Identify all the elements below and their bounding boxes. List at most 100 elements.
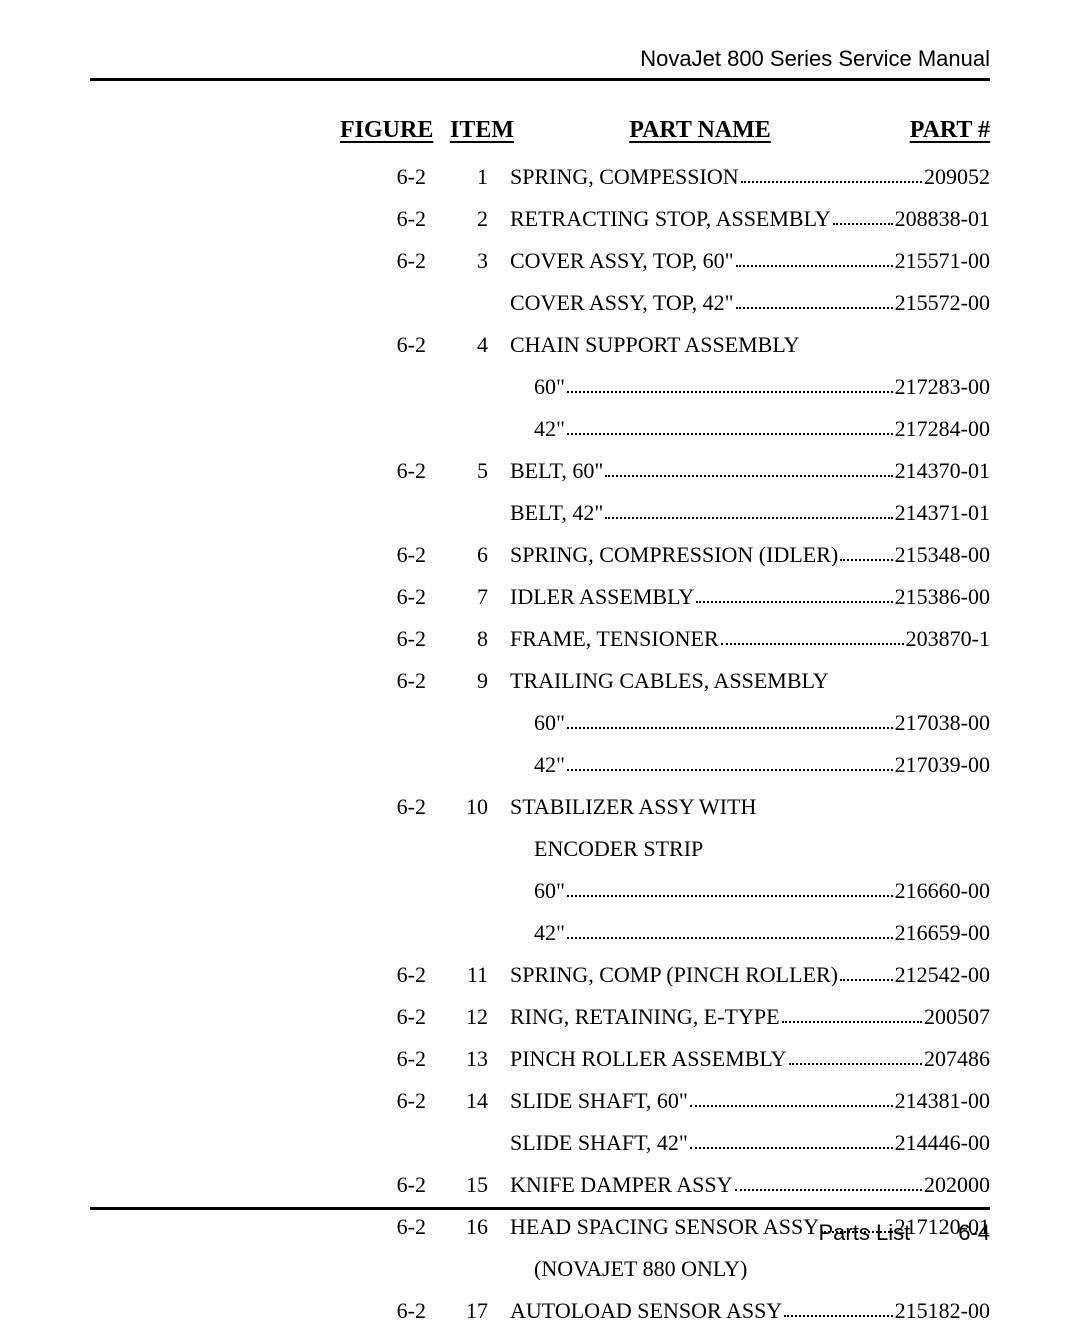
cell-part-number: 217039-00 [895, 754, 990, 776]
cell-namewrap: 42" [510, 754, 895, 776]
cell-figure: 6-2 [340, 796, 450, 818]
part-name: AUTOLOAD SENSOR ASSY [510, 1300, 782, 1322]
table-row: 42" 217039-00 [340, 754, 990, 780]
leader-dots [690, 1147, 893, 1149]
part-name: COVER ASSY, TOP, 42" [510, 292, 734, 314]
cell-namewrap: PINCH ROLLER ASSEMBLY [510, 1048, 924, 1070]
cell-item: 9 [450, 670, 510, 692]
leader-dots [784, 1315, 892, 1317]
cell-part-number: 217284-00 [895, 418, 990, 440]
cell-namewrap: 42" [510, 922, 895, 944]
leader-dots [789, 1063, 922, 1065]
table-row: ENCODER STRIP [340, 838, 990, 864]
col-header-figure: FIGURE [340, 117, 450, 144]
cell-part-number: 214446-00 [895, 1132, 990, 1154]
cell-namewrap: AUTOLOAD SENSOR ASSY [510, 1300, 895, 1322]
cell-part-number: 217038-00 [895, 712, 990, 734]
footer-page-number: 6-4 [958, 1220, 990, 1246]
cell-namewrap: BELT, 42" [510, 502, 895, 524]
part-name: RETRACTING STOP, ASSEMBLY [510, 208, 831, 230]
cell-namewrap: ENCODER STRIP [510, 838, 990, 860]
cell-namewrap: STABILIZER ASSY WITH [510, 796, 990, 818]
cell-item: 12 [450, 1006, 510, 1028]
table-row: 60"217283-00 [340, 376, 990, 402]
col-header-item: ITEM [450, 117, 530, 144]
table-row: 6-24CHAIN SUPPORT ASSEMBLY [340, 334, 990, 360]
cell-part-number: 215571-00 [895, 250, 990, 272]
cell-item: 1 [450, 166, 510, 188]
leader-dots [736, 307, 893, 309]
page-footer: Parts List 6-4 [90, 1207, 990, 1246]
page: NovaJet 800 Series Service Manual FIGURE… [0, 0, 1080, 1296]
leader-dots [605, 517, 892, 519]
cell-namewrap: COVER ASSY, TOP, 60" [510, 250, 895, 272]
cell-item: 6 [450, 544, 510, 566]
cell-figure: 6-2 [340, 166, 450, 188]
cell-item: 3 [450, 250, 510, 272]
cell-part-number: 214371-01 [895, 502, 990, 524]
part-name: TRAILING CABLES, ASSEMBLY [510, 670, 829, 692]
cell-part-number: 217283-00 [895, 376, 990, 398]
part-name: IDLER ASSEMBLY [510, 586, 694, 608]
cell-figure: 6-2 [340, 964, 450, 986]
table-row: 6-22RETRACTING STOP, ASSEMBLY208838-01 [340, 208, 990, 234]
part-name: CHAIN SUPPORT ASSEMBLY [510, 334, 799, 356]
cell-part-number: 212542-00 [895, 964, 990, 986]
footer-line: Parts List 6-4 [90, 1220, 990, 1246]
cell-namewrap: SPRING, COMPRESSION (IDLER) [510, 544, 895, 566]
cell-part-number: 207486 [924, 1048, 990, 1070]
cell-namewrap: COVER ASSY, TOP, 42" [510, 292, 895, 314]
part-name: BELT, 42" [510, 502, 603, 524]
top-rule [90, 78, 990, 81]
cell-part-number: 216660-00 [895, 880, 990, 902]
part-name: 42" [510, 418, 565, 440]
cell-part-number: 215182-00 [895, 1300, 990, 1322]
leader-dots [567, 727, 893, 729]
cell-part-number: 200507 [924, 1006, 990, 1028]
cell-namewrap: SPRING, COMPESSION [510, 166, 924, 188]
col-header-part: PART # [870, 117, 990, 144]
table-row: 6-211SPRING, COMP (PINCH ROLLER)212542-0… [340, 964, 990, 990]
cell-figure: 6-2 [340, 1006, 450, 1028]
cell-figure: 6-2 [340, 250, 450, 272]
cell-part-number: 203870-1 [906, 628, 990, 650]
leader-dots [736, 265, 893, 267]
cell-figure: 6-2 [340, 670, 450, 692]
cell-namewrap: 42" [510, 418, 895, 440]
bottom-rule [90, 1207, 990, 1210]
cell-item: 5 [450, 460, 510, 482]
leader-dots [840, 559, 892, 561]
cell-namewrap: 60" [510, 376, 895, 398]
part-name: FRAME, TENSIONER [510, 628, 719, 650]
column-headers: FIGURE ITEM PART NAME PART # [340, 117, 990, 144]
leader-dots [833, 223, 893, 225]
cell-figure: 6-2 [340, 460, 450, 482]
document-header-title: NovaJet 800 Series Service Manual [90, 46, 990, 72]
table-row: 6-213PINCH ROLLER ASSEMBLY207486 [340, 1048, 990, 1074]
cell-part-number: 214370-01 [895, 460, 990, 482]
leader-dots [567, 433, 893, 435]
cell-figure: 6-2 [340, 1300, 450, 1322]
part-name: STABILIZER ASSY WITH [510, 796, 756, 818]
table-row: 6-210STABILIZER ASSY WITH [340, 796, 990, 822]
footer-section-label: Parts List [819, 1220, 911, 1246]
cell-namewrap: 60" [510, 712, 895, 734]
cell-part-number: 215348-00 [895, 544, 990, 566]
part-name: SLIDE SHAFT, 42" [510, 1132, 688, 1154]
col-header-name: PART NAME [530, 117, 870, 144]
cell-item: 2 [450, 208, 510, 230]
table-row: COVER ASSY, TOP, 42"215572-00 [340, 292, 990, 318]
part-name: 42" [510, 754, 565, 776]
table-row: (NOVAJET 880 ONLY) [340, 1258, 990, 1284]
cell-item: 8 [450, 628, 510, 650]
cell-figure: 6-2 [340, 586, 450, 608]
leader-dots [840, 979, 893, 981]
cell-part-number: 215386-00 [895, 586, 990, 608]
cell-part-number: 202000 [924, 1174, 990, 1196]
cell-namewrap: BELT, 60" [510, 460, 895, 482]
part-name: RING, RETAINING, E-TYPE [510, 1006, 780, 1028]
table-row: 6-26SPRING, COMPRESSION (IDLER)215348-00 [340, 544, 990, 570]
cell-namewrap: 60" [510, 880, 895, 902]
table-row: 42"216659-00 [340, 922, 990, 948]
parts-table: FIGURE ITEM PART NAME PART # 6-21SPRING,… [340, 117, 990, 1326]
